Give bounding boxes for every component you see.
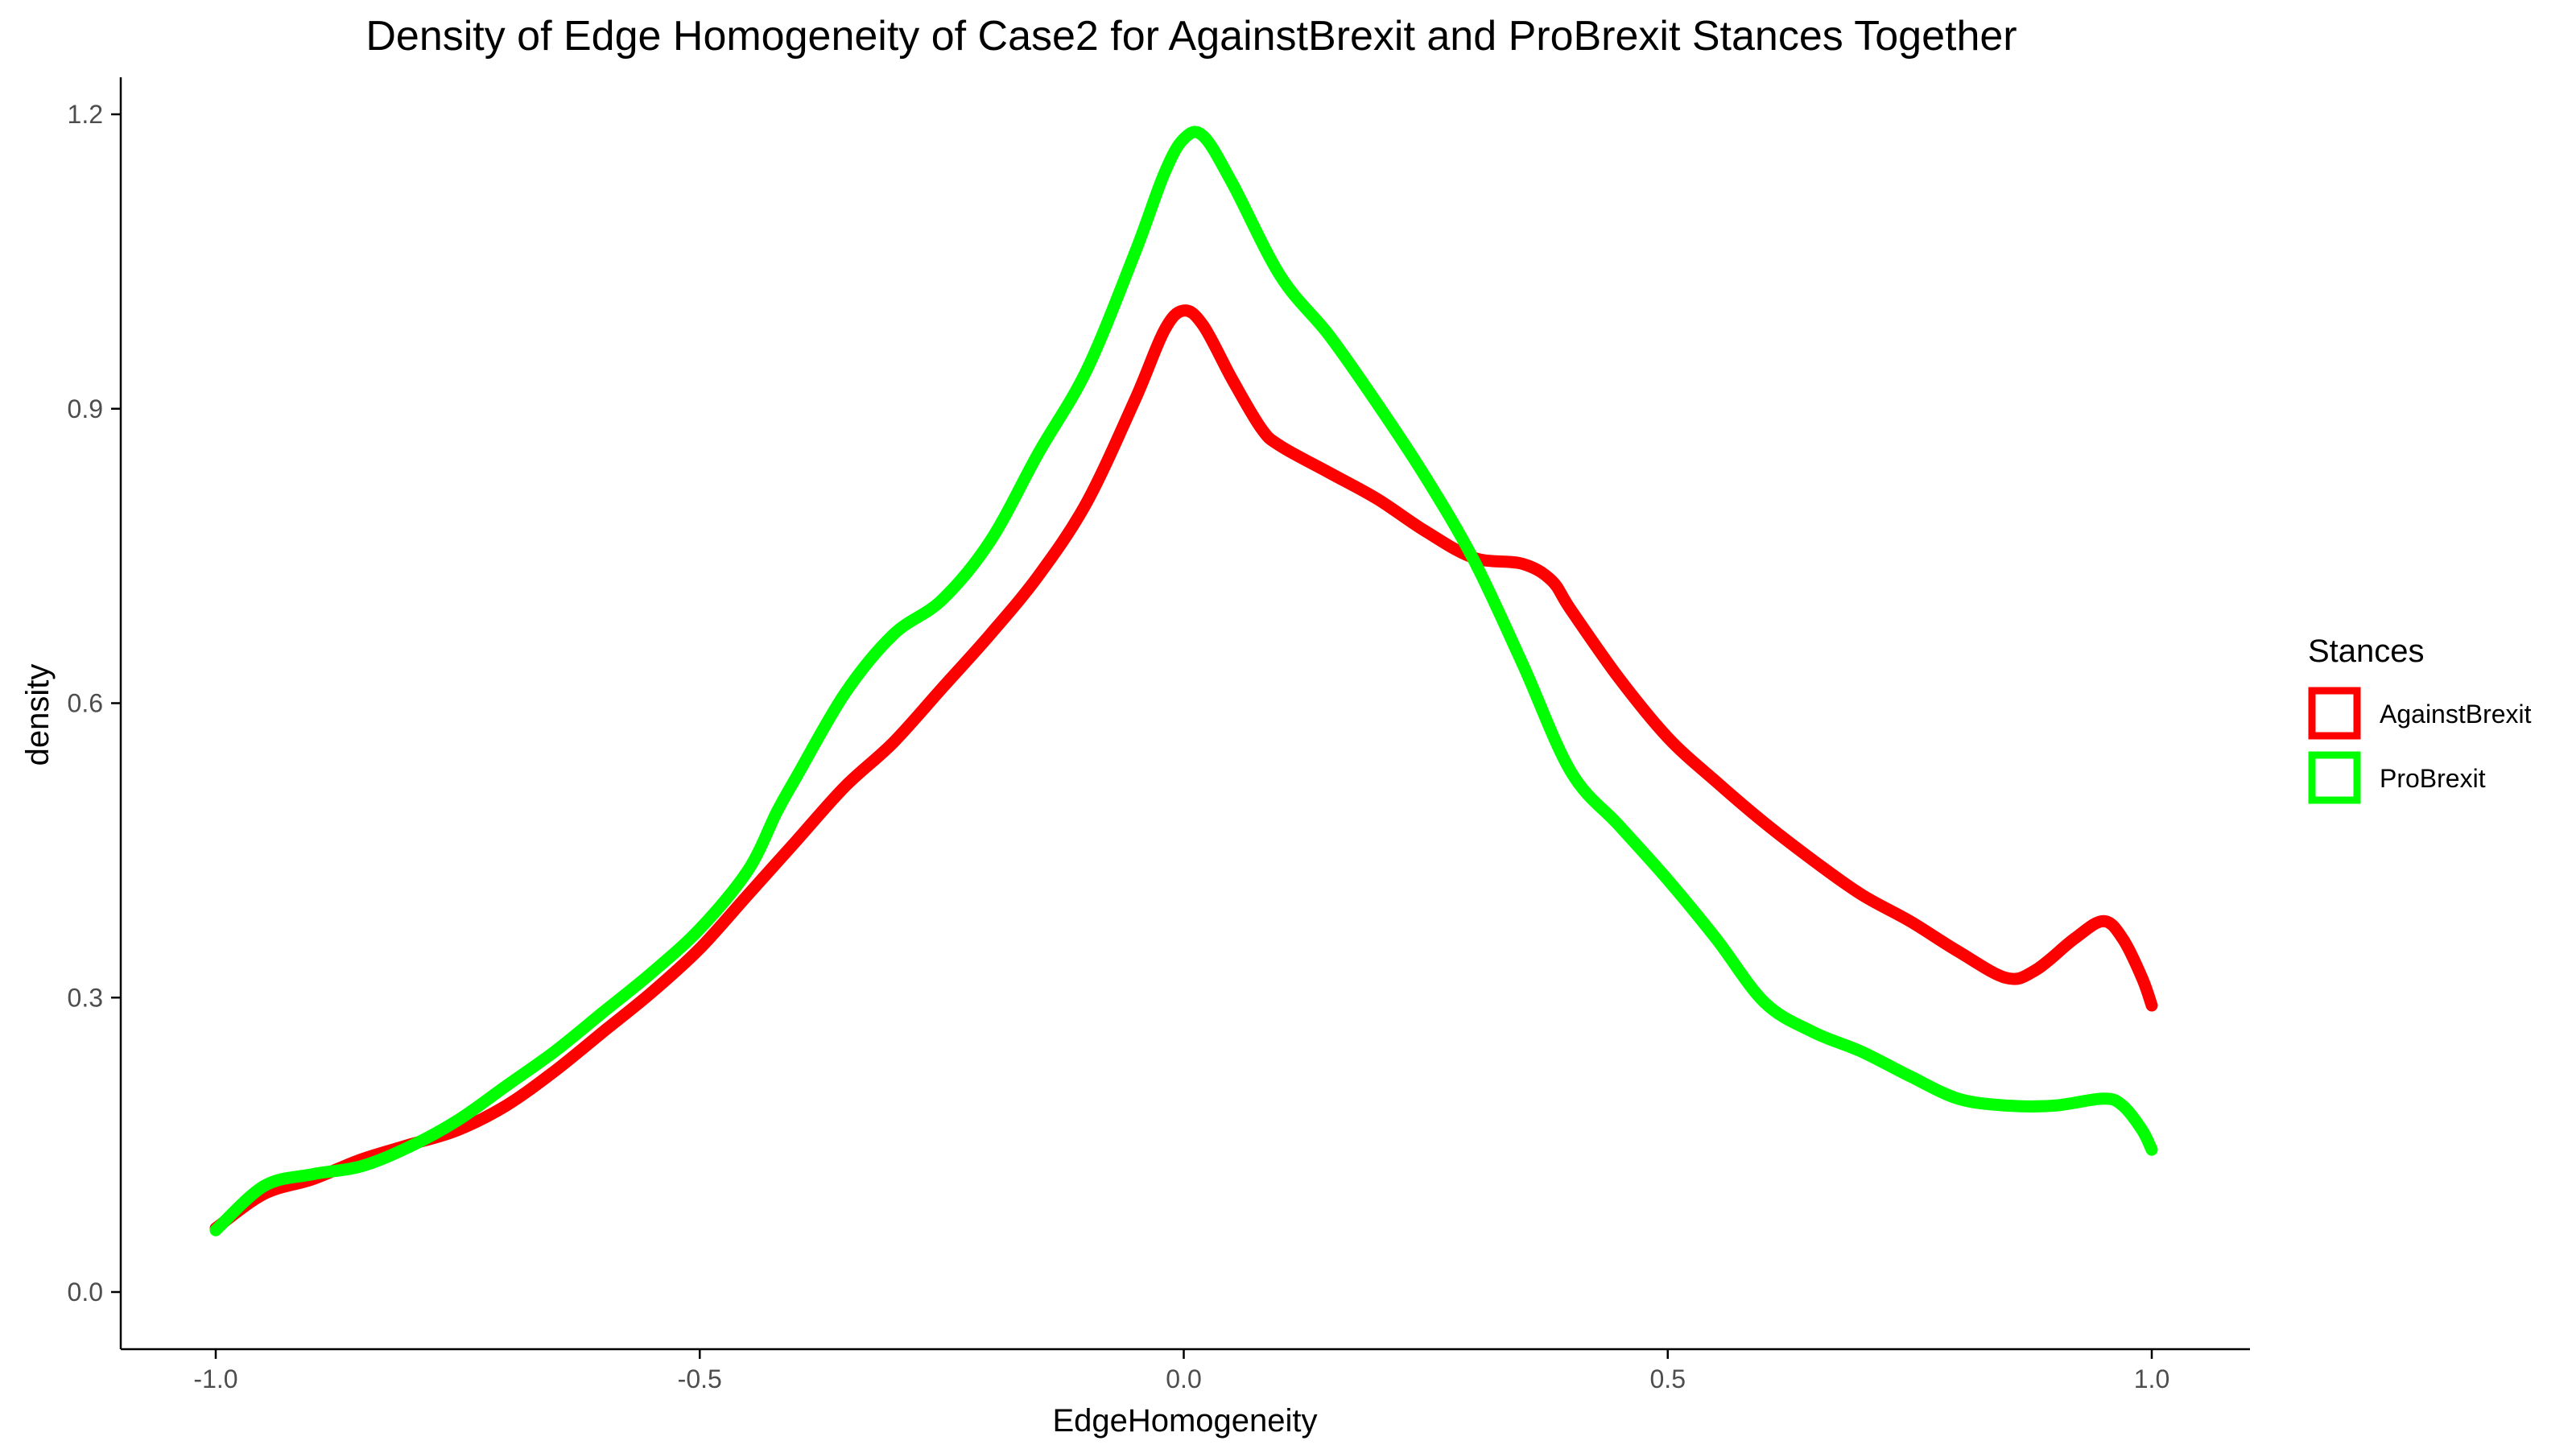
y-tick-label: 0.3 <box>68 983 103 1012</box>
y-tick-label: 0.9 <box>68 394 103 423</box>
legend-label-probrexit: ProBrexit <box>2380 764 2486 793</box>
y-tick-label: 0.0 <box>68 1278 103 1307</box>
y-tick-label: 0.6 <box>68 689 103 718</box>
legend-key-probrexit <box>2312 755 2357 800</box>
legend-title: Stances <box>2308 634 2425 669</box>
y-axis-ticks: 0.0 0.3 0.6 0.9 1.2 <box>68 100 121 1307</box>
plot-series <box>216 132 2152 1230</box>
legend-key-againstbrexit <box>2312 691 2357 736</box>
legend: Stances AgainstBrexit ProBrexit <box>2308 634 2532 800</box>
x-axis-label: EdgeHomogeneity <box>1052 1403 1317 1439</box>
series-line-probrexit <box>216 132 2152 1230</box>
x-tick-label: -0.5 <box>678 1364 722 1393</box>
x-axis-ticks: -1.0 -0.5 0.0 0.5 1.0 <box>193 1349 2169 1393</box>
x-tick-label: -1.0 <box>193 1364 237 1393</box>
x-tick-label: 0.0 <box>1166 1364 1201 1393</box>
y-axis-label: density <box>20 664 56 766</box>
chart-title: Density of Edge Homogeneity of Case2 for… <box>365 13 2017 60</box>
axes <box>121 77 2250 1349</box>
legend-label-againstbrexit: AgainstBrexit <box>2380 700 2532 729</box>
legend-items: AgainstBrexit ProBrexit <box>2312 691 2532 800</box>
x-tick-label: 0.5 <box>1650 1364 1686 1393</box>
x-tick-label: 1.0 <box>2134 1364 2169 1393</box>
y-tick-label: 1.2 <box>68 100 103 129</box>
